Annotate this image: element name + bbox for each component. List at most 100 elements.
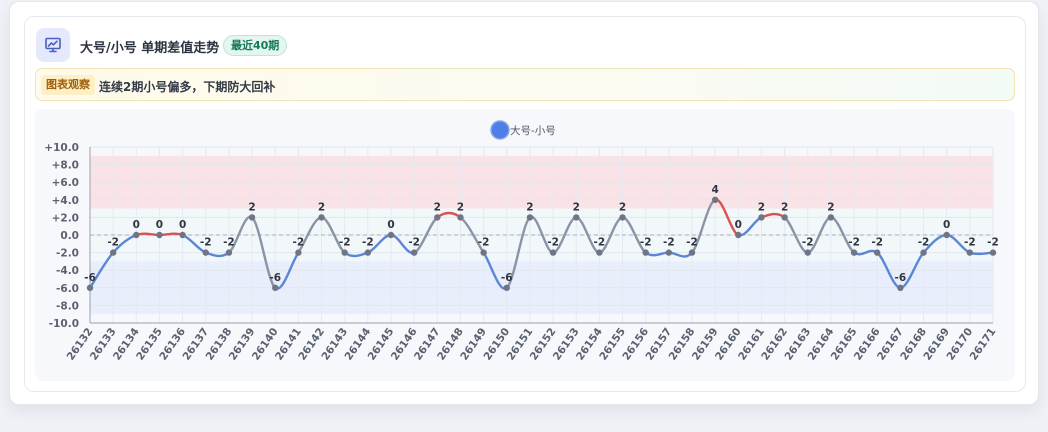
data-label: -2 (640, 237, 652, 249)
data-label: 0 (179, 219, 186, 231)
data-point (202, 249, 209, 256)
data-point (272, 284, 279, 291)
data-label: 2 (457, 201, 464, 213)
data-label: 2 (526, 201, 533, 213)
data-label: -2 (339, 237, 351, 249)
data-label: -2 (200, 237, 212, 249)
data-point (434, 214, 441, 221)
data-label: 2 (827, 201, 834, 213)
data-point (410, 249, 418, 256)
data-label: 2 (781, 201, 788, 213)
data-label: 2 (619, 201, 626, 213)
data-point (86, 284, 94, 291)
data-point (781, 214, 788, 221)
data-point (665, 249, 673, 256)
observation-text: 连续2期小号偏多，下期防大回补 (99, 80, 276, 94)
y-tick-label: 0.0 (60, 230, 79, 242)
data-point (526, 214, 534, 221)
data-point (503, 284, 510, 291)
data-point (850, 249, 858, 256)
trend-chart: +10.0 +8.0 +6.0 +4.0 +2.0 0.0 -2.0 -4.0 -6.0 -8.0… (44, 120, 999, 363)
data-label: -2 (293, 237, 305, 249)
data-point (133, 231, 140, 239)
data-label: -2 (594, 237, 606, 249)
data-point (642, 249, 649, 256)
data-point (156, 231, 163, 239)
chart-card: 大号/小号 单期差值走势 最近40期 图表观察 连续2期小号偏多，下期防大回补 … (24, 16, 1026, 392)
data-point (248, 214, 256, 221)
data-label: -2 (478, 237, 490, 249)
y-tick-label: -4.0 (56, 265, 79, 277)
y-tick-label: +4.0 (52, 195, 79, 207)
data-label: 2 (318, 201, 325, 213)
data-point (549, 249, 557, 256)
data-label: 4 (711, 184, 718, 196)
data-point (943, 231, 950, 239)
data-label: 0 (735, 219, 742, 231)
observation-tag: 图表观察 (41, 75, 95, 95)
data-point (688, 249, 696, 256)
data-label: -2 (663, 237, 675, 249)
data-label: -2 (408, 237, 420, 249)
data-point (827, 214, 835, 221)
series-line-segment (135, 232, 161, 237)
data-label: -2 (918, 237, 930, 249)
data-label: 0 (133, 219, 140, 231)
data-point (295, 249, 302, 256)
series-line-segment (505, 216, 532, 289)
data-label: 2 (248, 201, 255, 213)
data-label: -2 (107, 237, 119, 249)
data-label: 2 (758, 201, 765, 213)
page-container: 大号/小号 单期差值走势 最近40期 图表观察 连续2期小号偏多，下期防大回补 … (9, 1, 1039, 405)
data-point (573, 214, 580, 221)
y-tick-label: +2.0 (52, 212, 79, 224)
data-point (804, 249, 811, 256)
data-point (897, 284, 904, 291)
y-tick-label: +10.0 (44, 142, 79, 154)
data-point (758, 214, 765, 221)
y-tick-label: -8.0 (56, 300, 79, 312)
y-tick-label: +6.0 (52, 177, 79, 189)
data-point (966, 249, 974, 256)
data-label: 2 (434, 201, 441, 213)
data-label: -2 (223, 237, 235, 249)
data-label: -2 (547, 237, 559, 249)
legend-marker (490, 120, 510, 140)
data-label: 2 (573, 201, 580, 213)
data-label: -6 (501, 272, 513, 284)
data-point (364, 249, 372, 256)
data-point (457, 214, 464, 221)
period-badge: 最近40期 (223, 35, 288, 56)
series-line-segment (250, 216, 277, 289)
legend-label: 大号-小号 (510, 124, 556, 137)
data-label: -2 (686, 237, 698, 249)
data-point (619, 214, 626, 221)
series-line-segment (158, 232, 184, 237)
data-point (874, 249, 881, 256)
data-point (735, 231, 742, 239)
data-point (179, 231, 186, 239)
data-label: -2 (802, 237, 814, 249)
chart-panel: +10.0 +8.0 +6.0 +4.0 +2.0 0.0 -2.0 -4.0 -6.0 -8.0… (35, 109, 1015, 381)
data-point (596, 249, 603, 256)
y-tick-label: +8.0 (52, 160, 79, 172)
data-point (225, 249, 233, 256)
data-label: -2 (871, 237, 883, 249)
data-point (480, 249, 487, 256)
data-label: 0 (943, 219, 950, 231)
data-label: -6 (895, 272, 907, 284)
data-point (109, 249, 117, 256)
y-tick-label: -2.0 (56, 248, 79, 260)
data-label: -2 (964, 237, 976, 249)
data-label: -6 (269, 272, 281, 284)
data-point (318, 214, 325, 221)
presentation-chart-icon (36, 28, 70, 62)
data-label: -2 (987, 237, 999, 249)
data-label: -6 (84, 272, 96, 284)
y-tick-label: -6.0 (56, 283, 79, 295)
data-label: -2 (848, 237, 860, 249)
data-label: 0 (156, 219, 163, 231)
data-label: -2 (362, 237, 374, 249)
series-line-segment (968, 251, 995, 256)
data-point (920, 249, 927, 256)
